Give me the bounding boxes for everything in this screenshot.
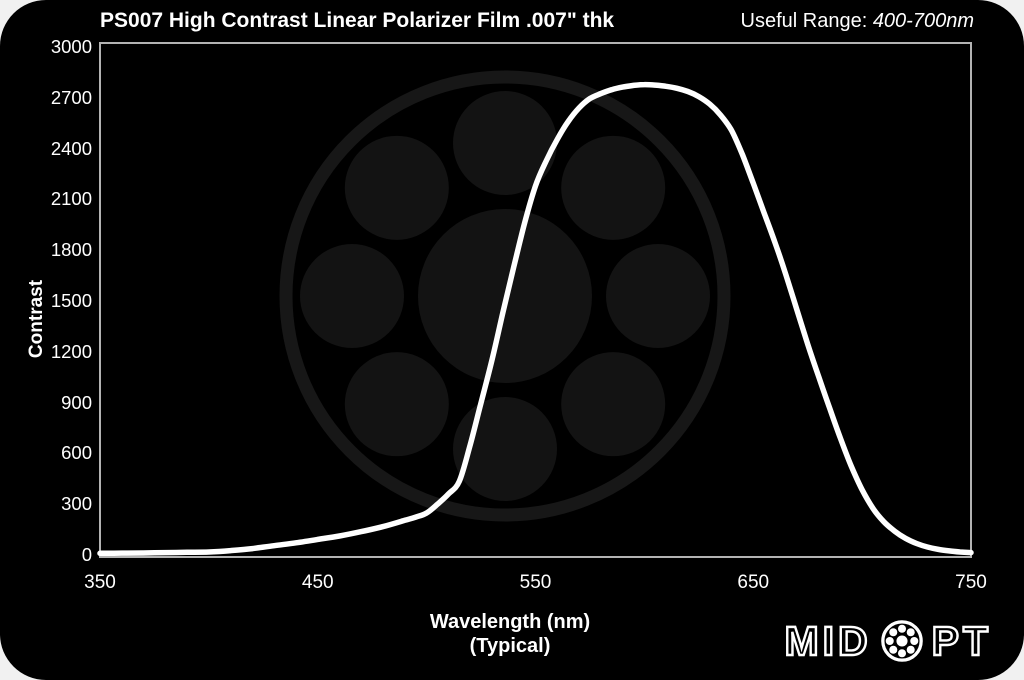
x-axis-subtitle: (Typical) (469, 635, 551, 657)
watermark-bearing-logo (279, 70, 731, 522)
contrast-curve (97, 81, 974, 557)
y-tick-label-300: 300 (61, 493, 92, 515)
y-tick-label-2100: 2100 (50, 188, 92, 210)
logo-text-pt: PT (930, 618, 992, 664)
x-tick-label-650: 650 (737, 572, 770, 593)
plot-border (99, 42, 972, 558)
y-axis-title: Contrast (26, 279, 47, 359)
x-tick-label-350: 350 (84, 572, 116, 593)
y-tick-label-2700: 2700 (50, 86, 92, 108)
logo-text-mid: MID (783, 618, 872, 664)
y-tick-label-1800: 1800 (50, 239, 92, 261)
useful-range-value: 400-700nm (872, 10, 974, 32)
y-tick-label-3000: 3000 (50, 36, 92, 57)
x-axis-title: Wavelength (nm) (429, 611, 591, 633)
bearing-o-icon (880, 620, 923, 662)
x-tick-label-450: 450 (301, 572, 334, 593)
midopt-logo: MID PT (783, 618, 992, 664)
useful-range: Useful Range: 400-700nm (741, 10, 974, 33)
x-tick-label-550: 550 (519, 572, 552, 593)
y-tick-label-0: 0 (81, 544, 92, 565)
y-tick-label-2400: 2400 (50, 137, 92, 159)
chart-title: PS007 High Contrast Linear Polarizer Fil… (100, 9, 615, 32)
y-tick-label-600: 600 (61, 442, 92, 464)
y-tick-label-1200: 1200 (50, 340, 92, 362)
bearing-dots (885, 624, 918, 658)
useful-range-label: Useful Range: (740, 10, 873, 32)
x-tick-label-750: 750 (955, 572, 987, 593)
y-tick-label-900: 900 (61, 391, 92, 413)
y-tick-label-1500: 1500 (50, 290, 92, 311)
